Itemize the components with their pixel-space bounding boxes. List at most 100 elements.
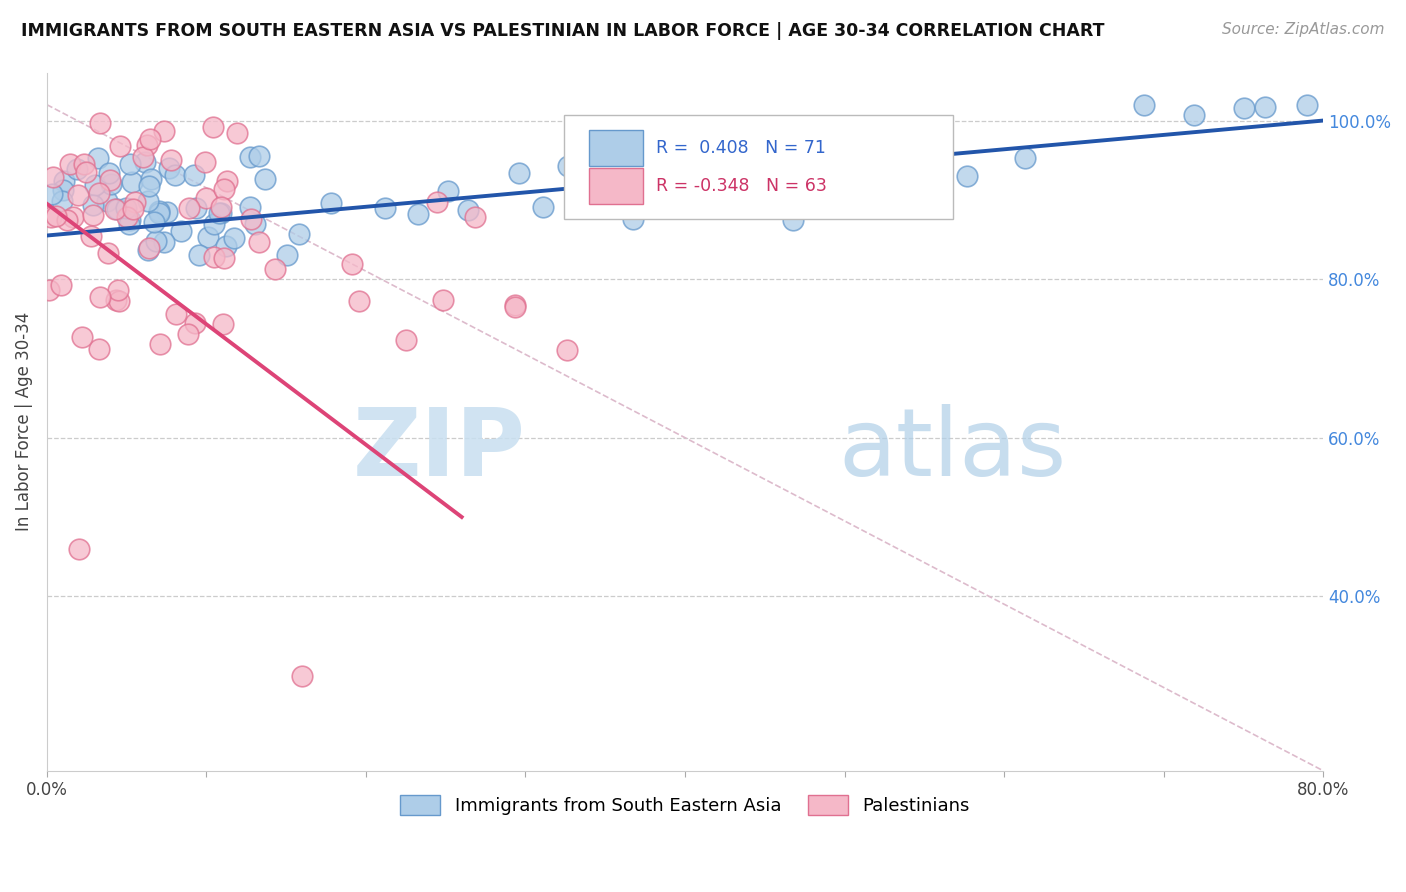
Point [152, 235, 174, 249]
Point [66, 188, 89, 202]
Point [89, 290, 111, 304]
Point [142, 215, 165, 229]
Point [41, 187, 63, 202]
Point [117, 218, 139, 232]
Point [105, 202, 128, 216]
Point [215, 239, 238, 253]
Y-axis label: In Labor Force | Age 30-34: In Labor Force | Age 30-34 [15, 312, 32, 532]
Point [457, 202, 479, 217]
Point [263, 262, 285, 277]
Point [503, 298, 526, 312]
Point [555, 343, 578, 357]
Point [1254, 100, 1277, 114]
Point [82, 198, 104, 212]
Point [89, 186, 111, 200]
Point [121, 175, 143, 189]
Point [1182, 108, 1205, 122]
Point [120, 213, 142, 227]
Point [170, 224, 193, 238]
Point [49, 278, 72, 293]
Point [141, 172, 163, 186]
Point [207, 205, 229, 219]
Point [177, 326, 200, 341]
Point [66, 161, 89, 176]
Point [51, 194, 73, 209]
Point [83, 178, 105, 192]
Point [100, 177, 122, 191]
Point [347, 294, 370, 309]
Point [288, 227, 311, 242]
Point [204, 217, 226, 231]
Point [956, 169, 979, 183]
Point [648, 136, 671, 151]
Point [215, 174, 238, 188]
Point [104, 293, 127, 307]
Point [136, 243, 159, 257]
Point [149, 336, 172, 351]
Point [124, 195, 146, 210]
Point [160, 153, 183, 167]
Point [209, 206, 232, 220]
Legend: Immigrants from South Eastern Asia, Palestinians: Immigrants from South Eastern Asia, Pale… [391, 786, 979, 824]
Point [62, 210, 84, 224]
Point [222, 231, 245, 245]
Point [243, 217, 266, 231]
Point [212, 251, 235, 265]
Point [1233, 101, 1256, 115]
Point [589, 134, 612, 148]
Point [247, 149, 270, 163]
Point [1296, 97, 1319, 112]
Text: R = -0.348   N = 63: R = -0.348 N = 63 [655, 177, 827, 195]
Point [177, 201, 200, 215]
Point [134, 155, 156, 169]
Point [122, 202, 145, 216]
Point [52, 174, 75, 188]
Point [240, 212, 263, 227]
Point [239, 200, 262, 214]
Point [464, 210, 486, 224]
Point [247, 235, 270, 250]
Point [782, 213, 804, 227]
Point [75, 164, 97, 178]
Point [408, 207, 430, 221]
Text: ZIP: ZIP [353, 404, 526, 496]
Point [239, 150, 262, 164]
Point [107, 283, 129, 297]
Point [52, 183, 75, 197]
Point [138, 242, 160, 256]
Point [183, 317, 205, 331]
Point [138, 178, 160, 193]
Point [800, 194, 823, 208]
Point [70, 329, 93, 343]
Point [73, 157, 96, 171]
Point [426, 195, 449, 210]
Point [80, 229, 103, 244]
Point [533, 200, 555, 214]
Point [59, 156, 82, 170]
Point [436, 184, 458, 198]
Point [225, 126, 247, 140]
Point [132, 150, 155, 164]
Text: Source: ZipAtlas.com: Source: ZipAtlas.com [1222, 22, 1385, 37]
Point [183, 168, 205, 182]
Point [38, 283, 60, 297]
Point [104, 202, 127, 216]
Point [118, 157, 141, 171]
Point [1014, 151, 1036, 165]
FancyBboxPatch shape [589, 168, 643, 204]
Point [596, 189, 619, 203]
Point [156, 204, 179, 219]
Point [395, 333, 418, 347]
Point [67, 541, 90, 556]
Point [98, 172, 121, 186]
Point [87, 342, 110, 356]
Point [97, 166, 120, 180]
Point [157, 161, 180, 175]
Point [97, 245, 120, 260]
Point [187, 248, 209, 262]
Point [56, 213, 79, 227]
Point [41, 211, 63, 225]
Point [374, 201, 396, 215]
Point [145, 234, 167, 248]
Point [186, 201, 208, 215]
